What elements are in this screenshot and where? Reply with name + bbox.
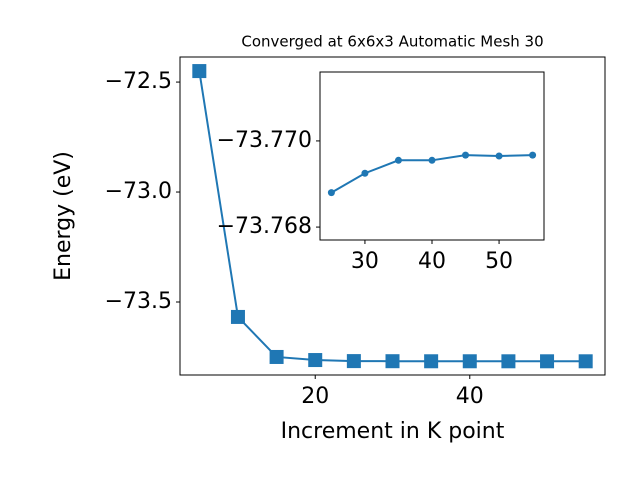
x-tick-label: 40: [456, 384, 484, 409]
marker: [230, 309, 245, 324]
x-axis-label: Increment in K point: [281, 419, 505, 444]
marker: [346, 354, 361, 369]
chart-title: Converged at 6x6x3 Automatic Mesh 30: [241, 33, 543, 51]
x-tick-label: 40: [418, 249, 446, 274]
marker: [578, 354, 593, 369]
y-tick-label: −73.770: [217, 128, 312, 153]
y-axis-label: Energy (eV): [51, 151, 76, 281]
marker: [361, 169, 369, 177]
marker: [428, 156, 436, 164]
marker: [308, 353, 323, 368]
marker: [192, 64, 207, 79]
marker: [462, 151, 470, 159]
marker: [529, 151, 537, 159]
y-tick-label: −72.5: [105, 69, 172, 94]
y-tick-label: −73.5: [105, 289, 172, 314]
marker: [462, 354, 477, 369]
marker: [385, 354, 400, 369]
y-tick-label: −73.768: [217, 214, 312, 239]
x-tick-label: 20: [301, 384, 329, 409]
x-tick-label: 30: [351, 249, 379, 274]
axes-frame: [179, 56, 606, 376]
y-tick-label: −73.0: [105, 179, 172, 204]
marker: [424, 354, 439, 369]
marker: [540, 354, 555, 369]
x-tick-label: 50: [485, 249, 513, 274]
marker: [394, 156, 402, 164]
marker: [269, 349, 284, 364]
marker: [501, 354, 516, 369]
marker: [327, 189, 335, 197]
marker: [495, 152, 503, 160]
